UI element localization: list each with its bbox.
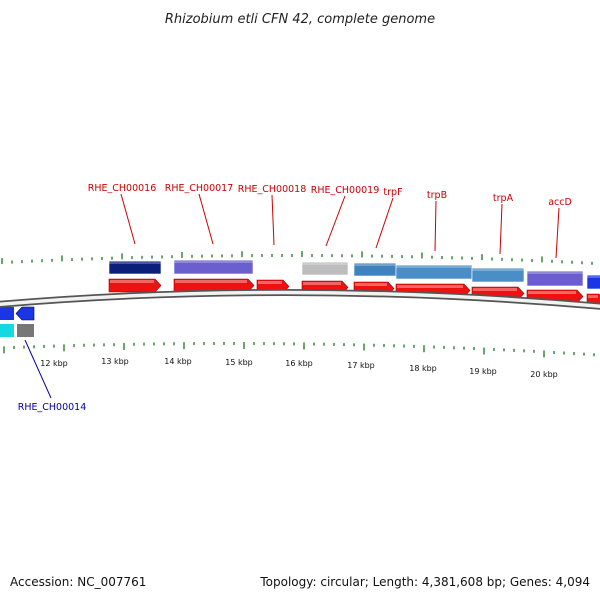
kbp-label: 13 kbp: [101, 357, 129, 366]
genome-summary: Topology: circular; Length: 4,381,608 bp…: [259, 575, 590, 589]
kbp-label: 14 kbp: [164, 357, 192, 366]
callout-line: [271, 194, 275, 246]
cds-arrow-highlight: [303, 282, 341, 285]
gene-label-forward: RHE_CH00018: [238, 184, 307, 195]
gene-box-highlight: [527, 271, 583, 274]
kbp-label: 12 kbp: [40, 359, 68, 368]
outer-tick-ring: [1, 251, 593, 265]
callout-line: [198, 193, 214, 245]
map-title: Rhizobium etli CFN 42, complete genome: [165, 12, 435, 27]
callout-line: [434, 200, 437, 252]
kbp-label: 17 kbp: [347, 361, 375, 370]
cds-arrow-highlight: [528, 291, 576, 294]
gene-label-forward: RHE_CH00017: [165, 183, 234, 194]
gene-box-highlight: [472, 268, 524, 271]
cds-arrow-reverse: [15, 306, 35, 321]
gene-box-highlight: [174, 260, 253, 263]
backbone: [0, 289, 600, 310]
kbp-label: 15 kbp: [225, 358, 253, 367]
gene-box-accd: [526, 270, 584, 287]
gene-box-grey: [17, 324, 34, 337]
kbp-axis-labels: 12 kbp 13 kbp 14 kbp 15 kbp 16 kbp 17 kbp 18 k…: [40, 357, 558, 379]
cds-arrow-highlight: [258, 281, 282, 284]
gene-callouts: RHE_CH00016 RHE_CH00017 RHE_CH00018 RHE_CH0…: [18, 183, 572, 413]
callout-line: [555, 207, 560, 259]
kbp-label: 20 kbp: [530, 370, 558, 379]
gene-label-forward: trpF: [383, 187, 402, 198]
cds-arrow-highlight: [355, 283, 387, 286]
gene-label-forward: RHE_CH00016: [88, 183, 157, 194]
kbp-label: 19 kbp: [469, 367, 497, 376]
cds-arrow-rhe-ch00016: [108, 278, 162, 293]
gene-box-highlight: [396, 265, 472, 268]
gene-box-trpa: [471, 267, 525, 283]
cds-arrow-highlight: [110, 280, 154, 283]
gene-box-rhe-ch00019: [301, 261, 349, 276]
kbp-label: 18 kbp: [409, 364, 437, 373]
gene-box-left: [0, 307, 14, 320]
gene-box-highlight: [354, 263, 396, 266]
cds-arrow-highlight: [588, 295, 598, 298]
gene-label-forward: trpB: [427, 190, 447, 201]
inner-tick-ring: [3, 342, 595, 358]
callout-line: [375, 197, 394, 249]
kbp-label: 16 kbp: [285, 359, 313, 368]
callout-line: [120, 193, 136, 245]
cds-arrow-highlight: [473, 288, 517, 291]
gene-label-forward: trpA: [493, 193, 514, 204]
gene-box-highlight: [109, 261, 161, 264]
cds-arrow-highlight: [397, 285, 463, 288]
accession-label: Accession: NC_007761: [10, 575, 146, 589]
callout-line: [325, 195, 346, 247]
gene-label-reverse: RHE_CH00014: [18, 402, 87, 413]
gene-label-forward: accD: [548, 197, 572, 208]
gene-box-highlight: [302, 262, 348, 265]
gene-box-next: [586, 274, 600, 290]
callout-line: [499, 203, 503, 255]
cds-arrow-highlight: [175, 280, 247, 283]
gene-box-rhe-ch00016: [108, 260, 162, 275]
gene-box-highlight: [587, 275, 600, 278]
gene-box-cyan: [0, 324, 14, 337]
cds-arrow-rhe-ch00017: [173, 278, 255, 293]
gene-label-forward: RHE_CH00019: [311, 185, 380, 196]
gene-box-rhe-ch00017: [173, 259, 254, 275]
callout-line: [24, 339, 52, 399]
